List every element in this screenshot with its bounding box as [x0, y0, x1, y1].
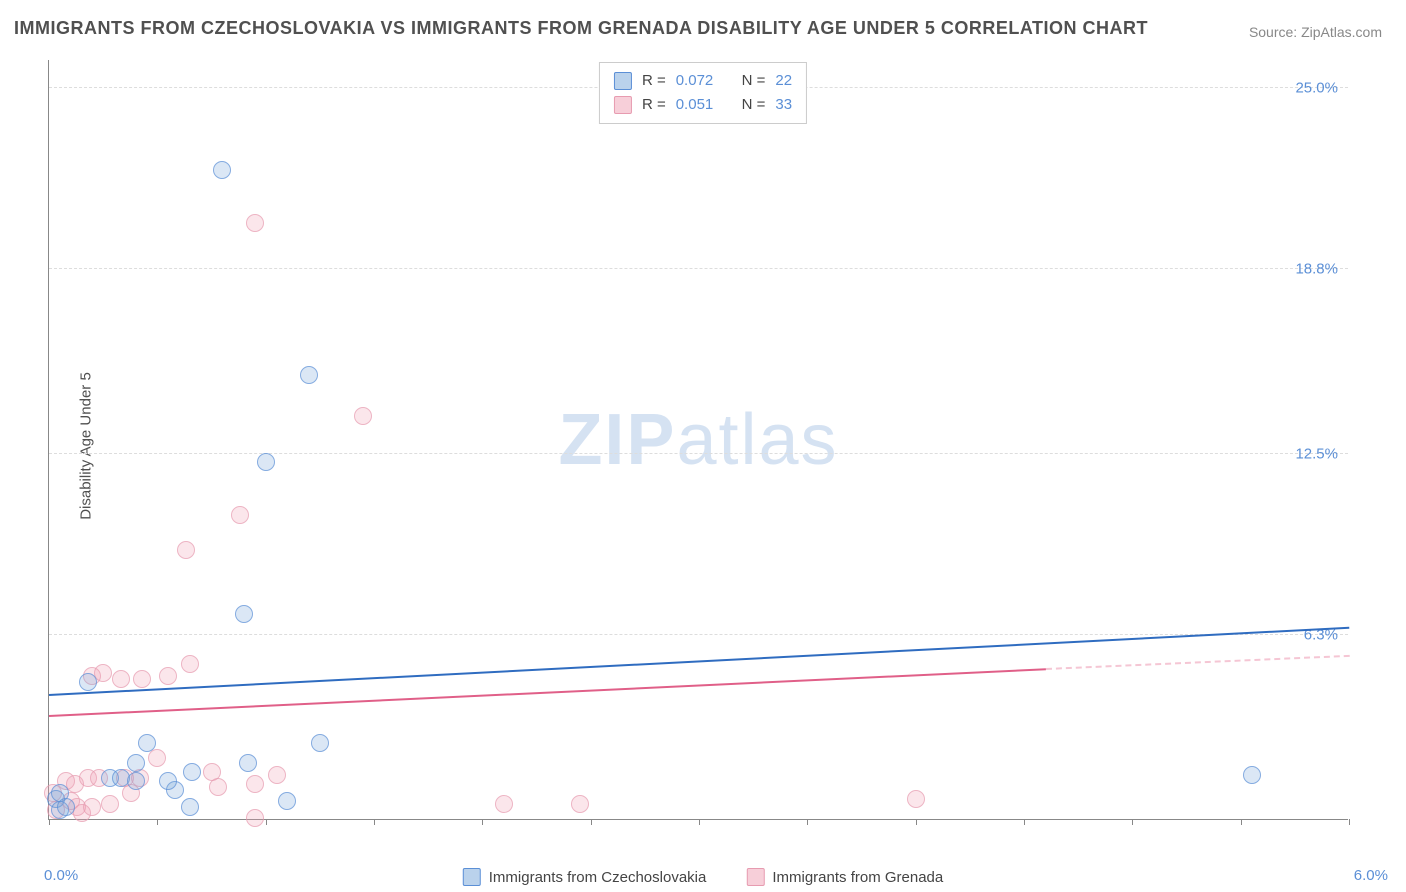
stats-legend: R = 0.072 N = 22 R = 0.051 N = 33	[599, 62, 807, 124]
x-tick	[49, 819, 50, 825]
legend-label-pink: Immigrants from Grenada	[772, 869, 943, 886]
r-label: R =	[642, 69, 666, 93]
scatter-point	[235, 605, 253, 623]
scatter-point	[127, 754, 145, 772]
x-tick	[1132, 819, 1133, 825]
r-value-pink: 0.051	[676, 93, 714, 117]
gridline	[49, 268, 1348, 269]
scatter-point	[231, 506, 249, 524]
gridline	[49, 453, 1348, 454]
x-tick	[374, 819, 375, 825]
scatter-point	[354, 407, 372, 425]
y-tick-label: 25.0%	[1295, 80, 1338, 97]
scatter-point	[239, 754, 257, 772]
swatch-pink-icon	[746, 868, 764, 886]
scatter-point	[148, 749, 166, 767]
n-label: N =	[742, 69, 766, 93]
scatter-point	[159, 772, 177, 790]
stats-row-pink: R = 0.051 N = 33	[614, 93, 792, 117]
watermark-zip: ZIP	[558, 400, 676, 480]
gridline	[49, 634, 1348, 635]
scatter-point	[246, 214, 264, 232]
y-tick-label: 12.5%	[1295, 445, 1338, 462]
scatter-point	[257, 453, 275, 471]
scatter-point	[177, 541, 195, 559]
scatter-point	[133, 670, 151, 688]
scatter-point	[127, 772, 145, 790]
x-axis-max-label: 6.0%	[1354, 867, 1388, 884]
scatter-point	[213, 161, 231, 179]
scatter-point	[1243, 766, 1261, 784]
plot-area: ZIPatlas 6.3%12.5%18.8%25.0%	[48, 60, 1348, 820]
x-tick	[591, 819, 592, 825]
scatter-point	[907, 790, 925, 808]
scatter-point	[278, 792, 296, 810]
scatter-point	[246, 775, 264, 793]
watermark: ZIPatlas	[558, 399, 838, 481]
scatter-point	[181, 798, 199, 816]
trendline	[49, 668, 1046, 717]
x-tick	[699, 819, 700, 825]
x-tick	[1241, 819, 1242, 825]
chart-title: IMMIGRANTS FROM CZECHOSLOVAKIA VS IMMIGR…	[14, 18, 1148, 39]
trendline	[1046, 655, 1349, 670]
swatch-blue-icon	[614, 72, 632, 90]
scatter-point	[159, 667, 177, 685]
r-label: R =	[642, 93, 666, 117]
scatter-point	[246, 809, 264, 827]
x-tick	[266, 819, 267, 825]
x-tick	[482, 819, 483, 825]
scatter-point	[183, 763, 201, 781]
n-value-blue: 22	[775, 69, 792, 93]
scatter-point	[300, 366, 318, 384]
scatter-point	[181, 655, 199, 673]
stats-row-blue: R = 0.072 N = 22	[614, 69, 792, 93]
legend-item-pink: Immigrants from Grenada	[746, 868, 943, 886]
x-axis-min-label: 0.0%	[44, 867, 78, 884]
source-attribution: Source: ZipAtlas.com	[1249, 24, 1382, 40]
legend-label-blue: Immigrants from Czechoslovakia	[489, 869, 707, 886]
n-value-pink: 33	[775, 93, 792, 117]
series-legend: Immigrants from Czechoslovakia Immigrant…	[463, 868, 943, 886]
swatch-blue-icon	[463, 868, 481, 886]
legend-item-blue: Immigrants from Czechoslovakia	[463, 868, 707, 886]
x-tick	[916, 819, 917, 825]
scatter-point	[83, 798, 101, 816]
scatter-point	[79, 673, 97, 691]
y-tick-label: 18.8%	[1295, 261, 1338, 278]
watermark-atlas: atlas	[676, 400, 838, 480]
scatter-point	[138, 734, 156, 752]
scatter-point	[268, 766, 286, 784]
swatch-pink-icon	[614, 96, 632, 114]
scatter-point	[101, 795, 119, 813]
x-tick	[1024, 819, 1025, 825]
r-value-blue: 0.072	[676, 69, 714, 93]
x-tick	[807, 819, 808, 825]
scatter-point	[209, 778, 227, 796]
scatter-point	[571, 795, 589, 813]
scatter-point	[311, 734, 329, 752]
scatter-point	[495, 795, 513, 813]
x-tick	[1349, 819, 1350, 825]
scatter-point	[112, 670, 130, 688]
x-tick	[157, 819, 158, 825]
n-label: N =	[742, 93, 766, 117]
scatter-point	[57, 798, 75, 816]
